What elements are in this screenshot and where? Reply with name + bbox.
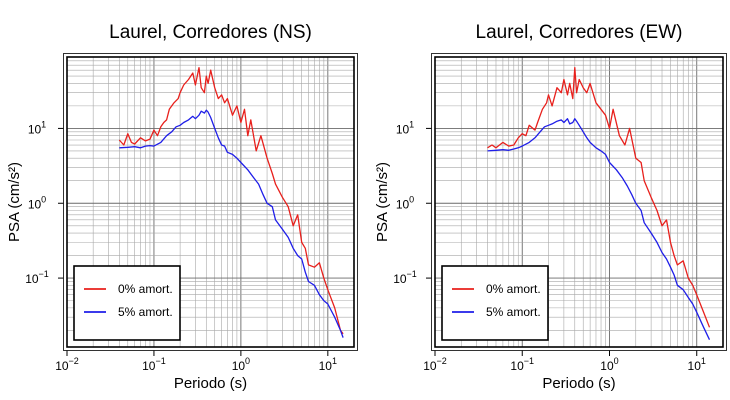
x-tick-label: 10−1 (142, 356, 166, 373)
tick-base: 10 (319, 359, 333, 373)
chart-panel-1: Laurel, Corredores (NS)10−2 10−1 100 10110−… (6, 22, 358, 392)
chart-title: Laurel, Corredores (EW) (476, 22, 683, 43)
tick-base: 10 (55, 359, 69, 373)
tick-exponent: 0 (409, 194, 414, 204)
tick-base: 10 (600, 359, 614, 373)
tick-base: 10 (142, 359, 156, 373)
tick-exponent: −1 (39, 269, 49, 279)
tick-base: 10 (25, 272, 39, 286)
series-line-undamped (118, 66, 344, 335)
chart-title: Laurel, Corredores (NS) (109, 22, 312, 43)
plot-frame (434, 56, 724, 348)
tick-exponent: 1 (41, 119, 46, 129)
tick-exponent: 0 (614, 356, 619, 366)
y-tick-label: 10−1 (25, 269, 49, 286)
y-tick-label: 10−1 (393, 269, 417, 286)
tick-exponent: 1 (409, 119, 414, 129)
tick-exponent: −1 (524, 356, 534, 366)
y-axis-label: PSA (cm/s²) (6, 162, 23, 242)
legend: 0% amort. 5% amort. (73, 265, 181, 341)
legend-label: 5% amort. (486, 305, 541, 319)
x-axis-label: Periodo (s) (174, 375, 247, 392)
legend-box (73, 265, 181, 341)
x-tick-label: 10−2 (423, 356, 447, 373)
plot-frame (66, 56, 355, 348)
y-axis-label: PSA (cm/s²) (374, 162, 391, 242)
x-tick-label: 10−2 (55, 356, 79, 373)
x-tick-label: 10−1 (510, 356, 534, 373)
tick-base: 10 (393, 272, 407, 286)
tick-base: 10 (232, 359, 246, 373)
tick-exponent: 0 (41, 194, 46, 204)
y-tick-label: 101 (28, 119, 46, 136)
legend-box (441, 265, 549, 341)
tick-base: 10 (28, 122, 42, 136)
legend: 0% amort. 5% amort. (441, 265, 549, 341)
series-line-damped (487, 118, 711, 340)
plot-frame-outer (431, 53, 727, 351)
legend-label: 0% amort. (486, 282, 541, 296)
x-axis-label: Periodo (s) (542, 375, 615, 392)
series-line-undamped (487, 66, 711, 328)
chart-panel-2: Laurel, Corredores (EW)10−2 10−1 100 10110−… (374, 22, 727, 392)
series-line-damped (119, 109, 344, 338)
y-tick-label: 100 (28, 194, 46, 211)
tick-exponent: 1 (332, 356, 337, 366)
x-tick-label: 101 (688, 356, 706, 373)
x-tick-label: 100 (600, 356, 618, 373)
legend-label: 5% amort. (118, 305, 173, 319)
legend-label: 0% amort. (118, 282, 173, 296)
y-tick-label: 100 (396, 194, 414, 211)
plot-frame-outer (63, 53, 358, 351)
tick-base: 10 (510, 359, 524, 373)
tick-base: 10 (396, 122, 410, 136)
x-tick-label: 101 (319, 356, 337, 373)
tick-base: 10 (423, 359, 437, 373)
tick-exponent: −1 (407, 269, 417, 279)
tick-exponent: −2 (437, 356, 447, 366)
x-tick-label: 100 (232, 356, 250, 373)
tick-base: 10 (688, 359, 702, 373)
y-tick-label: 101 (396, 119, 414, 136)
tick-exponent: −2 (69, 356, 79, 366)
tick-base: 10 (28, 197, 42, 211)
tick-exponent: 1 (701, 356, 706, 366)
tick-exponent: −1 (155, 356, 165, 366)
tick-exponent: 0 (245, 356, 250, 366)
tick-base: 10 (396, 197, 410, 211)
